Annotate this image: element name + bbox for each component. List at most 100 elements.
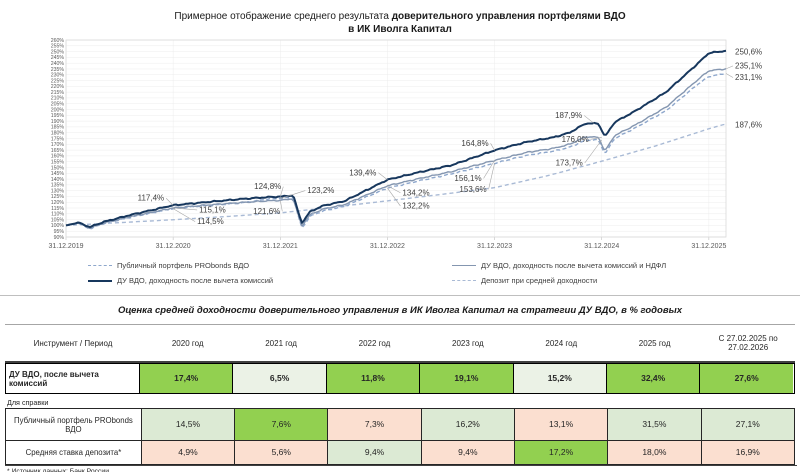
- du-vdo-line-swatch: [88, 279, 112, 282]
- data-label: 134,2%: [402, 188, 429, 197]
- svg-text:210%: 210%: [51, 96, 65, 102]
- svg-text:95%: 95%: [54, 229, 65, 235]
- value-cell: 9,4%: [420, 441, 514, 464]
- legend-label: ДУ ВДО, доходность после вычета комиссий…: [481, 261, 667, 270]
- svg-text:200%: 200%: [51, 107, 65, 113]
- svg-text:175%: 175%: [51, 136, 65, 142]
- legend-label: Депозит при средней доходности: [481, 276, 598, 285]
- table-title: Оценка средней доходности доверительного…: [117, 305, 682, 316]
- value-cell: 27,6%: [699, 364, 793, 393]
- svg-text:31.12.2019: 31.12.2019: [48, 243, 83, 250]
- header-cell: Инструмент / Период: [33, 338, 113, 348]
- svg-text:31.12.2025: 31.12.2025: [691, 243, 726, 250]
- svg-text:240%: 240%: [51, 61, 65, 67]
- data-label: 173,7%: [556, 159, 583, 168]
- row-label: Средняя ставка депозита*: [25, 448, 122, 457]
- data-label: 153,6%: [459, 185, 486, 194]
- value-cell: 7,3%: [327, 409, 421, 440]
- line-chart: 260%255%250%245%240%235%230%225%220%215%…: [48, 38, 763, 250]
- data-label: 115,1%: [199, 205, 226, 214]
- svg-text:205%: 205%: [51, 102, 65, 108]
- legend-item-du-vdo-ndfl: ДУ ВДО, доходность после вычета комиссий…: [452, 261, 666, 270]
- svg-text:180%: 180%: [51, 131, 65, 137]
- svg-text:31.12.2020: 31.12.2020: [156, 243, 191, 250]
- svg-text:235%: 235%: [51, 67, 65, 73]
- svg-text:140%: 140%: [51, 177, 65, 183]
- svg-text:195%: 195%: [51, 113, 65, 119]
- annotations: 117,4% 115,1% 114,5% 124,8% 123,2% 121,6% 139,…: [138, 47, 763, 226]
- data-label: 235,1%: [735, 61, 762, 70]
- value-cell: 16,9%: [700, 441, 795, 464]
- value-cell: 16,2%: [420, 409, 514, 440]
- header-cell: 2023 год: [452, 338, 484, 348]
- svg-text:185%: 185%: [51, 125, 65, 131]
- value-cell: 5,6%: [234, 441, 328, 464]
- svg-text:160%: 160%: [51, 154, 65, 160]
- table-footnote: * Источник данных: Банк России: [5, 465, 797, 472]
- value-cell: 13,1%: [513, 409, 608, 440]
- data-label: 250,6%: [735, 47, 762, 56]
- x-axis: 31.12.2019 31.12.2020 31.12.2021 31.12.2022…: [48, 243, 726, 250]
- row-label: Публичный портфель PRObonds ВДО: [14, 415, 133, 434]
- svg-text:105%: 105%: [51, 217, 65, 223]
- chart-title: Примерное отображение среднего результат…: [0, 11, 800, 36]
- svg-text:190%: 190%: [51, 119, 65, 125]
- value-cell: 11,8%: [325, 364, 420, 393]
- data-label: 114,5%: [197, 217, 224, 226]
- series-1: [65, 68, 727, 229]
- value-cell: 31,5%: [607, 409, 701, 440]
- y-axis: 260%255%250%245%240%235%230%225%220%215%…: [51, 38, 65, 241]
- svg-text:120%: 120%: [51, 200, 65, 206]
- deposit-line-swatch: [452, 280, 476, 281]
- svg-text:170%: 170%: [51, 142, 65, 148]
- svg-text:225%: 225%: [51, 78, 65, 84]
- svg-text:31.12.2023: 31.12.2023: [477, 243, 512, 250]
- data-label: 176,0%: [562, 135, 589, 144]
- svg-text:220%: 220%: [51, 84, 65, 90]
- du-vdo-ndfl-line-swatch: [452, 265, 476, 266]
- probonds-line-swatch: [88, 265, 112, 266]
- chart-title-line2: в ИК Иволга Капитал: [348, 23, 452, 35]
- value-cell: 6,5%: [232, 364, 326, 393]
- svg-text:110%: 110%: [51, 212, 64, 218]
- value-cell: 4,9%: [140, 441, 235, 464]
- value-cell: 15,2%: [512, 364, 606, 393]
- svg-text:245%: 245%: [51, 55, 65, 61]
- value-cell: 7,6%: [234, 409, 328, 440]
- data-label: 156,1%: [454, 174, 481, 183]
- data-label: 121,6%: [253, 207, 280, 216]
- svg-text:215%: 215%: [51, 90, 65, 96]
- value-cell: 9,4%: [327, 441, 421, 464]
- series-0: [65, 73, 727, 230]
- series-2: [65, 49, 727, 229]
- legend-item-du-vdo: ДУ ВДО, доходность после вычета комиссий: [88, 276, 273, 285]
- svg-text:130%: 130%: [51, 188, 65, 194]
- legend-label: ДУ ВДО, доходность после вычета комиссий: [117, 276, 274, 285]
- value-cell: 27,1%: [700, 409, 795, 440]
- value-cell: 19,1%: [419, 364, 513, 393]
- value-cell: 32,4%: [605, 364, 700, 393]
- header-cell: 2020 год: [171, 338, 204, 348]
- svg-text:255%: 255%: [51, 44, 65, 50]
- svg-text:260%: 260%: [51, 38, 65, 44]
- data-label: 187,9%: [555, 111, 582, 120]
- header-cell: 2022 год: [358, 338, 391, 348]
- svg-text:135%: 135%: [51, 183, 65, 189]
- header-cell: С 27.02.2025 по 27.02.2026: [718, 334, 778, 352]
- header-cell: 2021 год: [265, 338, 297, 348]
- svg-text:155%: 155%: [51, 159, 65, 165]
- row-label: ДУ ВДО, после вычета комиссий: [9, 369, 99, 388]
- svg-text:115%: 115%: [51, 206, 64, 212]
- svg-text:100%: 100%: [51, 223, 65, 229]
- svg-text:250%: 250%: [51, 49, 65, 55]
- data-label: 117,4%: [138, 194, 165, 203]
- svg-text:31.12.2021: 31.12.2021: [263, 243, 298, 250]
- returns-table: Инструмент / Период 2020 год 2021 год 2022 …: [5, 324, 797, 472]
- value-cell: 18,0%: [607, 441, 701, 464]
- svg-text:125%: 125%: [51, 194, 65, 200]
- data-label: 187,6%: [735, 120, 762, 129]
- data-label: 164,8%: [461, 139, 488, 148]
- header-cell: 2025 год: [638, 338, 671, 348]
- svg-text:31.12.2022: 31.12.2022: [370, 243, 405, 250]
